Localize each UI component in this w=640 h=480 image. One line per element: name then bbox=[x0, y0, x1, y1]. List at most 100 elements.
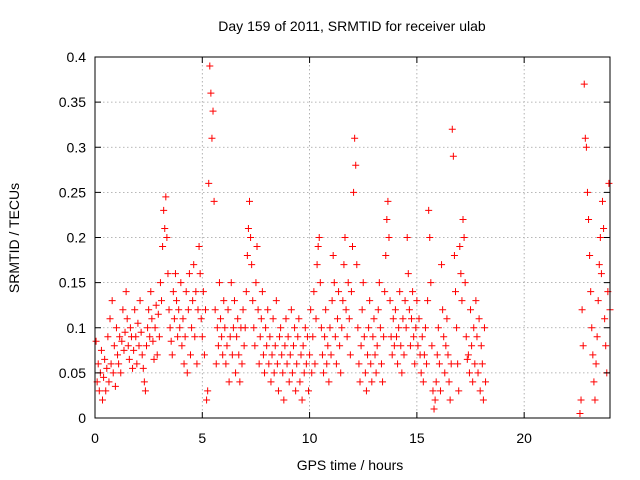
data-point bbox=[221, 324, 229, 332]
data-point bbox=[368, 378, 376, 386]
data-point bbox=[412, 324, 420, 332]
data-point bbox=[581, 134, 589, 142]
data-point bbox=[219, 351, 227, 359]
data-point bbox=[209, 107, 217, 115]
data-point bbox=[381, 288, 389, 296]
x-tick-label: 10 bbox=[302, 430, 318, 446]
data-point bbox=[132, 333, 140, 341]
data-point bbox=[138, 351, 146, 359]
data-point bbox=[359, 279, 367, 287]
data-point bbox=[366, 297, 374, 305]
data-point bbox=[383, 215, 391, 223]
data-point bbox=[580, 80, 588, 88]
data-point bbox=[593, 333, 601, 341]
data-point bbox=[144, 324, 152, 332]
data-point bbox=[408, 315, 416, 323]
data-point bbox=[357, 342, 365, 350]
data-point bbox=[598, 197, 606, 205]
x-tick-label: 15 bbox=[409, 430, 425, 446]
y-tick-label: 0.2 bbox=[67, 230, 87, 246]
data-point bbox=[365, 324, 373, 332]
data-point bbox=[177, 279, 185, 287]
y-tick-label: 0.1 bbox=[67, 320, 87, 336]
data-point bbox=[156, 279, 164, 287]
data-point bbox=[249, 297, 257, 305]
data-point bbox=[243, 252, 251, 260]
data-point bbox=[214, 342, 222, 350]
data-point bbox=[477, 342, 485, 350]
data-point bbox=[316, 279, 324, 287]
data-point bbox=[446, 396, 454, 404]
data-point bbox=[331, 333, 339, 341]
data-point bbox=[461, 279, 469, 287]
y-tick-label: 0.35 bbox=[59, 94, 86, 110]
data-point bbox=[279, 369, 287, 377]
data-point bbox=[115, 360, 123, 368]
data-point bbox=[164, 270, 172, 278]
data-point bbox=[307, 306, 315, 314]
data-point bbox=[386, 297, 394, 305]
data-point bbox=[478, 360, 486, 368]
data-point bbox=[358, 306, 366, 314]
data-point bbox=[399, 315, 407, 323]
data-point bbox=[400, 351, 408, 359]
data-point bbox=[94, 360, 102, 368]
data-point bbox=[130, 346, 138, 354]
data-point bbox=[479, 396, 487, 404]
data-point bbox=[188, 324, 196, 332]
data-point bbox=[441, 369, 449, 377]
data-point bbox=[373, 342, 381, 350]
data-point bbox=[194, 306, 202, 314]
data-point bbox=[355, 360, 363, 368]
data-point bbox=[281, 342, 289, 350]
data-point bbox=[445, 378, 453, 386]
data-point bbox=[199, 288, 207, 296]
data-point bbox=[414, 342, 422, 350]
data-point bbox=[420, 351, 428, 359]
data-point bbox=[325, 378, 333, 386]
data-point bbox=[329, 252, 337, 260]
data-point bbox=[326, 324, 334, 332]
data-point bbox=[335, 288, 343, 296]
data-point bbox=[238, 360, 246, 368]
data-point bbox=[244, 224, 252, 232]
data-point bbox=[590, 378, 598, 386]
data-point bbox=[104, 333, 112, 341]
data-point bbox=[175, 306, 183, 314]
data-point bbox=[410, 333, 418, 341]
data-point bbox=[597, 270, 605, 278]
data-point bbox=[349, 243, 356, 251]
data-point bbox=[426, 234, 434, 241]
data-point bbox=[406, 342, 414, 350]
data-point bbox=[431, 396, 439, 404]
data-point bbox=[323, 360, 331, 368]
data-point bbox=[165, 306, 173, 314]
data-point bbox=[155, 333, 163, 341]
data-point bbox=[427, 279, 435, 287]
data-point bbox=[392, 333, 400, 341]
data-point bbox=[166, 324, 174, 332]
data-point bbox=[601, 315, 609, 323]
data-point bbox=[229, 324, 237, 332]
data-point bbox=[417, 369, 425, 377]
data-point bbox=[482, 378, 490, 386]
data-point bbox=[372, 369, 380, 377]
data-point bbox=[257, 315, 265, 323]
data-point bbox=[465, 369, 473, 377]
data-point bbox=[169, 288, 177, 296]
data-point bbox=[588, 324, 596, 332]
data-point bbox=[247, 234, 255, 241]
data-point bbox=[217, 315, 225, 323]
data-point bbox=[276, 333, 284, 341]
data-point bbox=[102, 387, 110, 395]
data-point bbox=[284, 333, 292, 341]
data-point bbox=[213, 324, 221, 332]
data-point bbox=[162, 193, 170, 201]
data-point bbox=[135, 342, 143, 350]
data-point bbox=[107, 360, 115, 368]
data-points bbox=[92, 62, 614, 417]
data-point bbox=[390, 342, 398, 350]
data-point bbox=[369, 333, 377, 341]
data-point bbox=[264, 306, 272, 314]
